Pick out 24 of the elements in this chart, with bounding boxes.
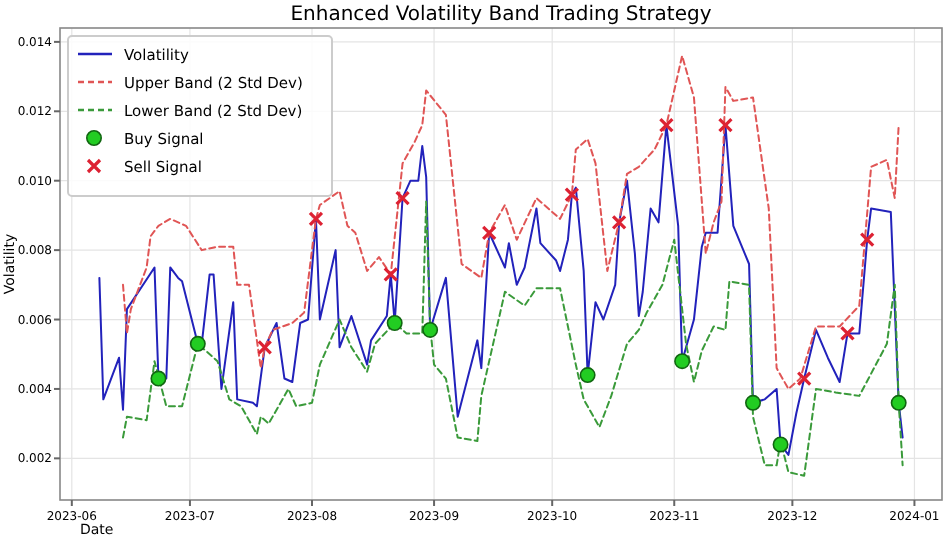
point [394,190,411,206]
point [745,394,761,411]
line-series [98,124,904,456]
point [611,214,627,230]
point [674,353,691,370]
point [422,321,439,338]
point [859,232,875,248]
point [308,211,324,227]
line-series [122,200,904,477]
chart-title: Enhanced Volatility Band Trading Strategy [290,4,712,26]
point [383,266,399,283]
point [481,225,497,241]
point [579,367,596,384]
point [189,335,206,352]
point [839,325,856,342]
point [150,370,167,387]
point [386,315,403,331]
point [890,394,907,411]
point [658,117,674,133]
point [257,339,273,355]
point [796,370,812,387]
point [564,186,580,203]
point [717,117,734,133]
point [772,436,789,453]
